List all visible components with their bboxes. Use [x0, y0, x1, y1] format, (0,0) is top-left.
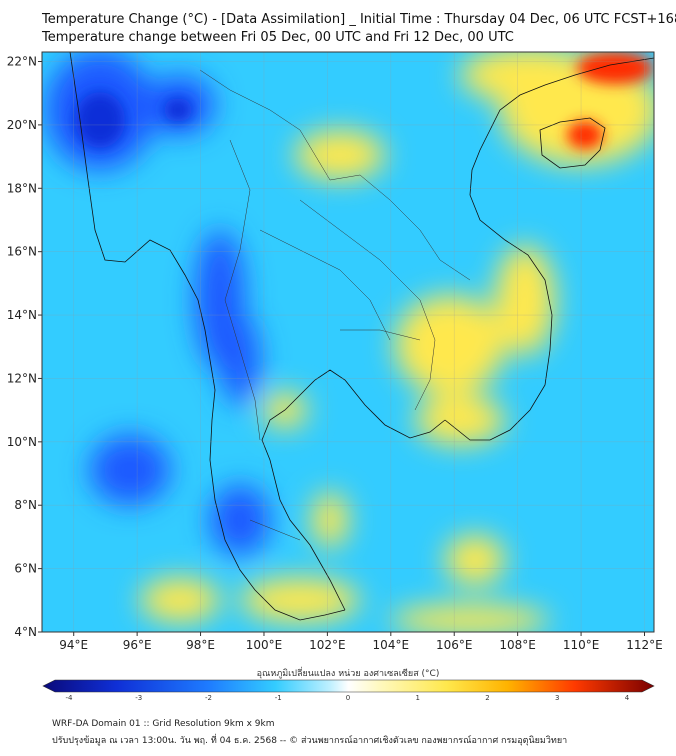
lat-label-22: 22°N [7, 55, 37, 69]
lat-label-12: 12°N [7, 371, 37, 385]
warm-anomaly-laos [295, 130, 385, 180]
lat-label-4: 4°N [14, 625, 37, 639]
colorbar-tick-label: -4 [66, 694, 74, 702]
hot-anomaly-guangdong [577, 52, 653, 84]
lon-label-108: 108°E [499, 638, 536, 652]
lat-label-18: 18°N [7, 181, 37, 195]
warm-anomaly-mekong [415, 395, 505, 445]
coastline-myanmar-west [69, 52, 346, 621]
map-title: Temperature Change (°C) - [Data Assimila… [42, 12, 676, 27]
warm-anomaly-sea [445, 535, 505, 585]
lat-label-8: 8°N [14, 498, 37, 512]
latitude-labels: 4°N 6°N 8°N 10°N 12°N 14°N 16°N 18°N 20°N 22°N [7, 55, 42, 639]
lon-label-104: 104°E [373, 638, 410, 652]
lon-label-98: 98°E [186, 638, 215, 652]
lon-label-112: 112°E [626, 638, 663, 652]
map-subtitle: Temperature change between Fri 05 Dec, 0… [42, 30, 514, 45]
plot-frame [41, 51, 655, 633]
deep-cold-anomaly [75, 92, 125, 148]
lon-label-96: 96°E [123, 638, 152, 652]
cold-anomaly-peninsula [210, 485, 270, 555]
warm-anomaly-s [240, 578, 360, 622]
colorbar-tick-label: 0 [346, 694, 350, 702]
lat-label-10: 10°N [7, 435, 37, 449]
colorbar-tick-label: 4 [625, 694, 630, 702]
warm-anomaly-cambodia [395, 295, 505, 395]
coastline-hainan [539, 117, 606, 169]
colorbar-tick-label: 1 [416, 694, 420, 702]
lon-label-102: 102°E [309, 638, 346, 652]
coastline-vietnam [444, 57, 654, 441]
lat-label-16: 16°N [7, 245, 37, 259]
colorbar-bar [42, 679, 655, 693]
colorbar-title: อุณหภูมิเปลี่ยนแปลง หน่วย องศาเซลเซียส (… [257, 666, 440, 679]
colorbar-tick-label: -2 [205, 694, 212, 702]
temperature-field [42, 52, 654, 632]
warm-anomaly-sw [140, 578, 220, 622]
coastlines [69, 52, 654, 621]
footer-model-info: WRF-DA Domain 01 :: Grid Resolution 9km … [52, 719, 275, 729]
colorbar-tick-label: 3 [555, 694, 559, 702]
border-thai-malaysia [249, 519, 301, 541]
cold-anomaly-andaman [90, 435, 170, 505]
lon-label-100: 100°E [246, 638, 283, 652]
border-north [199, 69, 471, 281]
colorbar-tick-label: -1 [275, 694, 282, 702]
lat-label-20: 20°N [7, 118, 37, 132]
deep-cold-anomaly-2 [164, 98, 192, 122]
colorbar: อุณหภูมิเปลี่ยนแปลง หน่วย องศาเซลเซียส (… [42, 666, 655, 702]
coastline-gulf-of-thailand [261, 369, 446, 611]
warm-anomaly-n [460, 52, 600, 103]
lat-label-6: 6°N [14, 562, 37, 576]
lon-label-110: 110°E [563, 638, 600, 652]
longitude-labels: 94°E 96°E 98°E 100°E 102°E 104°E 106°E 108°E 110… [59, 632, 663, 652]
hot-anomaly-hainan [567, 121, 603, 149]
lat-label-14: 14°N [7, 308, 37, 322]
colorbar-tick-label: -3 [135, 694, 142, 702]
border-thai-internal [259, 229, 391, 341]
warm-anomaly-vn-coast [495, 245, 555, 355]
footer-update-info: ปรับปรุงข้อมูล ณ เวลา 13:00น. วัน พฤ. ที… [52, 736, 568, 746]
lon-label-106: 106°E [436, 638, 473, 652]
warm-anomaly-south [312, 492, 348, 548]
cold-anomaly-west [220, 315, 260, 405]
colorbar-ticks: -4 -3 -2 -1 0 1 2 3 4 [66, 694, 630, 702]
border-laos-cambodia [299, 199, 436, 411]
border-thai-cambodia [340, 329, 421, 341]
border-thai-myanmar [224, 139, 261, 441]
warm-anomaly-se [390, 605, 550, 632]
lon-label-94: 94°E [59, 638, 88, 652]
borders [199, 69, 471, 541]
colorbar-tick-label: 2 [485, 694, 489, 702]
